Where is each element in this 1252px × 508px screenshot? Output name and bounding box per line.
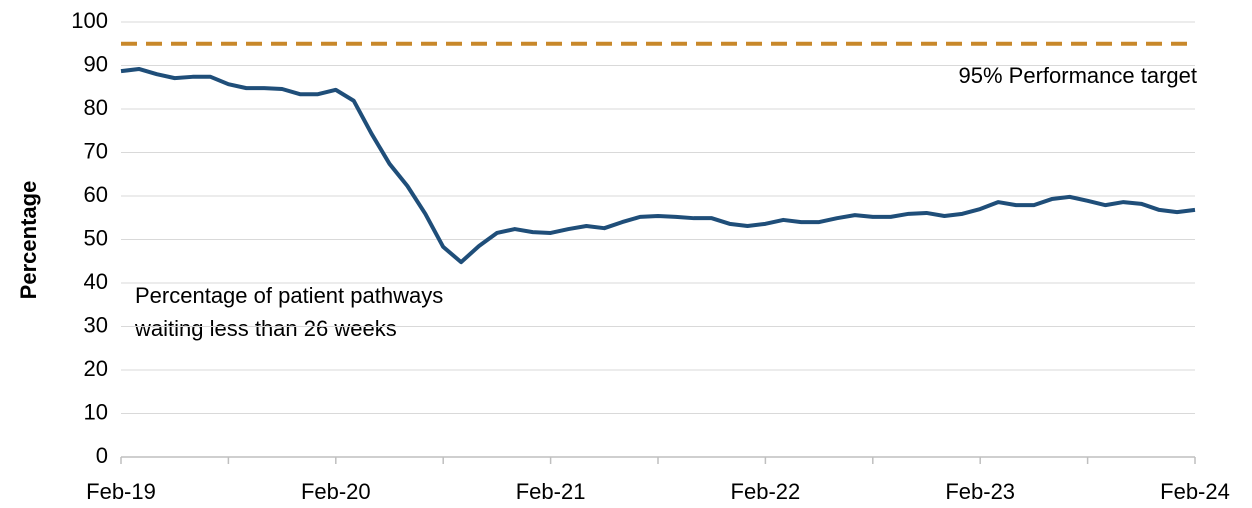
x-tick-label: Feb-22 <box>731 479 801 504</box>
y-tick-label: 80 <box>84 95 108 120</box>
y-tick-label: 0 <box>96 443 108 468</box>
annotation: Percentage of patient pathways <box>135 283 443 308</box>
y-tick-label: 30 <box>84 312 108 337</box>
y-tick-label: 100 <box>71 8 108 33</box>
series-line <box>120 66 1196 265</box>
x-tick-label: Feb-24 <box>1160 479 1230 504</box>
y-tick-label: 50 <box>84 225 108 250</box>
x-tick-label: Feb-23 <box>945 479 1015 504</box>
annotation: waiting less than 26 weeks <box>134 316 397 341</box>
x-tick-label: Feb-20 <box>301 479 371 504</box>
y-axis-label: Percentage <box>16 181 41 300</box>
target-label: 95% Performance target <box>959 63 1197 88</box>
y-tick-label: 40 <box>84 269 108 294</box>
x-tick-label: Feb-19 <box>86 479 156 504</box>
x-tick-label: Feb-21 <box>516 479 586 504</box>
y-tick-label: 10 <box>84 399 108 424</box>
y-tick-label: 20 <box>84 356 108 381</box>
y-tick-label: 90 <box>84 51 108 76</box>
y-tick-label: 60 <box>84 182 108 207</box>
y-tick-label: 70 <box>84 138 108 163</box>
